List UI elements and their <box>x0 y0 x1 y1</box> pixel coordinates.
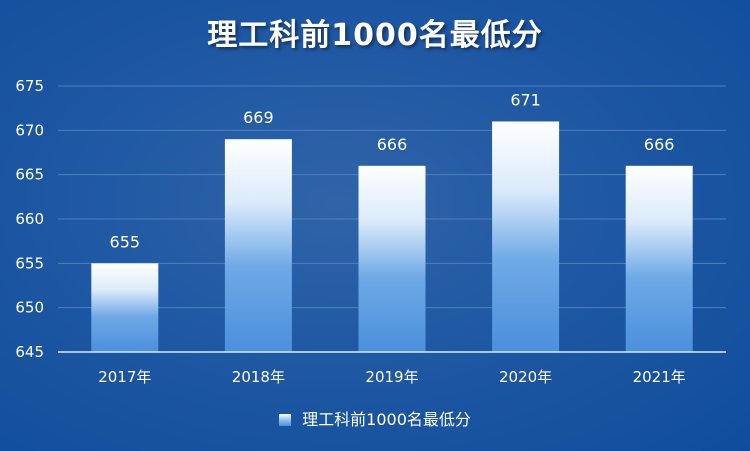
chart-title: 理工科前1000名最低分 <box>207 18 543 53</box>
data-label: 666 <box>644 135 675 154</box>
bar <box>358 165 426 352</box>
x-tick-label: 2020年 <box>499 368 552 386</box>
value-labels: 655 669 666 671 666 <box>110 90 675 251</box>
legend-label: 理工科前1000名最低分 <box>302 410 471 429</box>
legend-swatch <box>279 414 292 426</box>
bar <box>625 165 693 352</box>
y-axis-ticks: 645 650 655 660 665 670 675 <box>15 77 44 361</box>
data-label: 669 <box>243 108 274 127</box>
y-tick-label: 645 <box>15 343 44 361</box>
y-tick-label: 665 <box>15 166 44 184</box>
x-tick-label: 2018年 <box>232 368 285 386</box>
x-tick-label: 2017年 <box>98 368 151 386</box>
y-tick-label: 670 <box>15 121 44 139</box>
x-axis-ticks: 2017年 2018年 2019年 2020年 2021年 <box>98 368 686 386</box>
bars <box>91 121 693 352</box>
y-tick-label: 655 <box>15 254 44 272</box>
bar <box>224 139 292 352</box>
y-tick-label: 650 <box>15 299 44 317</box>
legend: 理工科前1000名最低分 <box>0 406 750 430</box>
y-tick-label: 660 <box>15 210 44 228</box>
data-label: 655 <box>110 232 141 251</box>
x-tick-label: 2019年 <box>365 368 418 386</box>
data-label: 666 <box>377 135 408 154</box>
bar <box>492 121 560 352</box>
data-label: 671 <box>510 90 541 109</box>
y-tick-label: 675 <box>15 77 44 95</box>
x-tick-label: 2021年 <box>633 368 686 386</box>
bar <box>91 263 159 352</box>
